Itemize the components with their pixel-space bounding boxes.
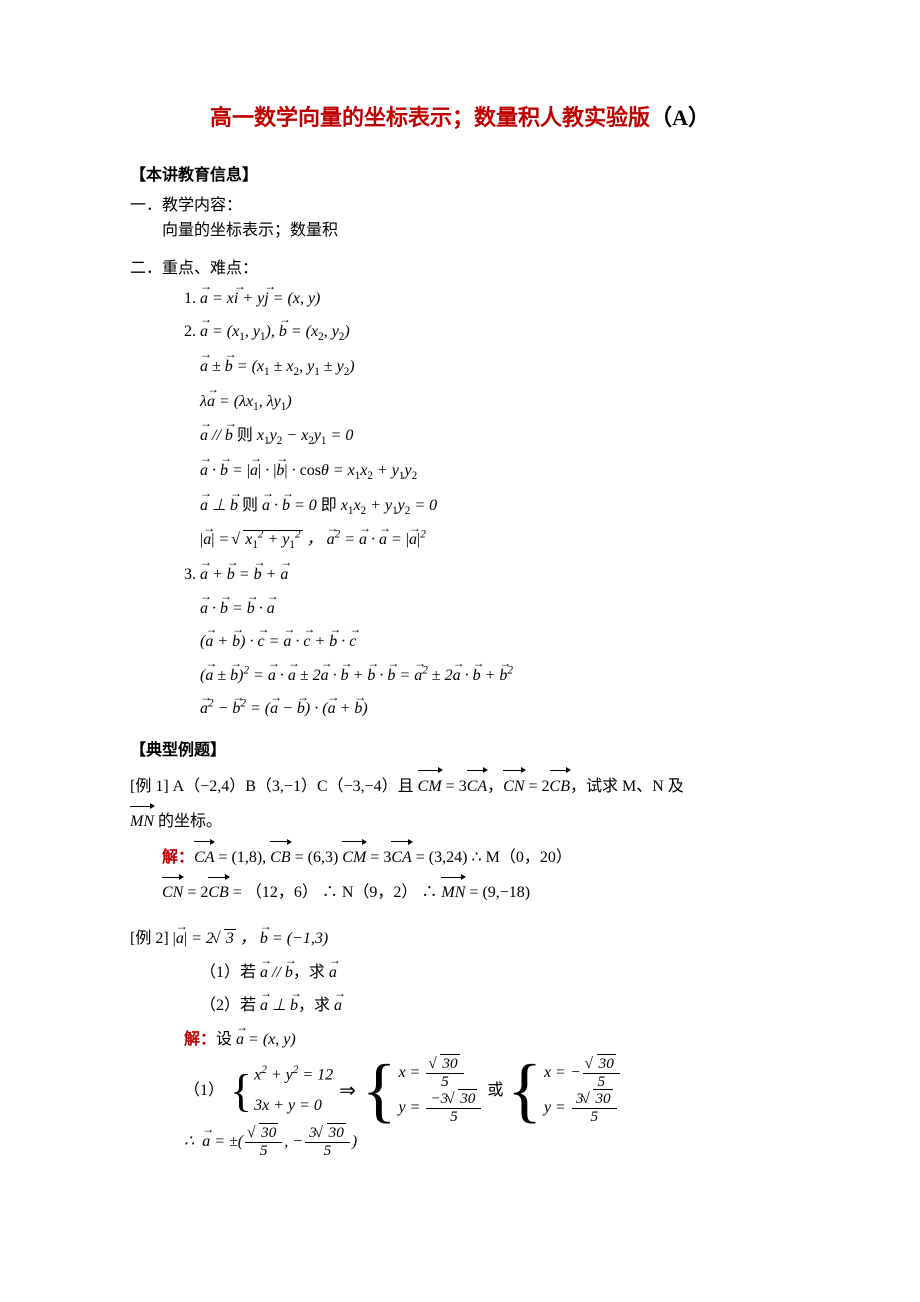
formula-3b: a · b = b · a bbox=[130, 592, 790, 626]
example-1-sol-2: CN = 2CB = （12，6） ∴ N（9，2） ∴ MN = (9,−18… bbox=[130, 874, 790, 910]
section-head-1: 【本讲教育信息】 bbox=[130, 163, 790, 189]
example-1: [例 1] A（−2,4）B（3,−1）C（−3,−4）且 CM = 3CA，C… bbox=[130, 768, 790, 804]
example-2: [例 2] |a| = 23 ， b = (−1,3) bbox=[130, 922, 790, 956]
formula-3e: a2 − b2 = (a − b) · (a + b) bbox=[130, 692, 790, 726]
formula-2f: a ⊥ b 则 a · b = 0 即 x1x2 + y1y2 = 0 bbox=[130, 489, 790, 524]
page: 高一数学向量的坐标表示；数量积人教实验版（A） 【本讲教育信息】 一．教学内容：… bbox=[0, 0, 920, 1220]
example-2-p1-ans: ∴ a = ±(305, −3305) bbox=[130, 1125, 790, 1160]
sec1-subhead: 一．教学内容： bbox=[130, 193, 790, 219]
section-head-2: 【典型例题】 bbox=[130, 738, 790, 764]
solution-label-2: 解： bbox=[184, 1031, 216, 1048]
formula-3d: (a ± b)2 = a · a ± 2a · b + b · b = a2 ±… bbox=[130, 659, 790, 693]
example-2-2: （2）若 a ⊥ b，求 a bbox=[130, 989, 790, 1023]
sec1-content: 向量的坐标表示；数量积 bbox=[130, 218, 790, 244]
example-2-1: （1）若 a // b，求 a bbox=[130, 956, 790, 990]
formula-2b: a ± b = (x1 ± x2, y1 ± y2) bbox=[130, 350, 790, 385]
example-1-sol-1: 解：CA = (1,8), CB = (6,3) CM = 3CA = (3,2… bbox=[130, 839, 790, 875]
solution-label: 解： bbox=[162, 849, 194, 866]
document-title: 高一数学向量的坐标表示；数量积人教实验版（A） bbox=[130, 100, 790, 135]
example-2-p1: （1） { x2 + y2 = 12 3x + y = 0 ⇒ { x = 30… bbox=[130, 1056, 790, 1125]
formula-2d: a // b 则 x1y2 − x2y1 = 0 bbox=[130, 419, 790, 454]
title-suffix: （A） bbox=[650, 105, 710, 130]
formula-1: 1. a = xi + yj = (x, y) bbox=[130, 282, 790, 316]
title-main: 高一数学向量的坐标表示；数量积人教实验版 bbox=[210, 105, 650, 130]
formula-3a: 3. a + b = b + a bbox=[130, 558, 790, 592]
example-2-sol: 解：设 a = (x, y) bbox=[130, 1023, 790, 1057]
example-1b: MN 的坐标。 bbox=[130, 803, 790, 839]
sec2-subhead: 二．重点、难点： bbox=[130, 256, 790, 282]
